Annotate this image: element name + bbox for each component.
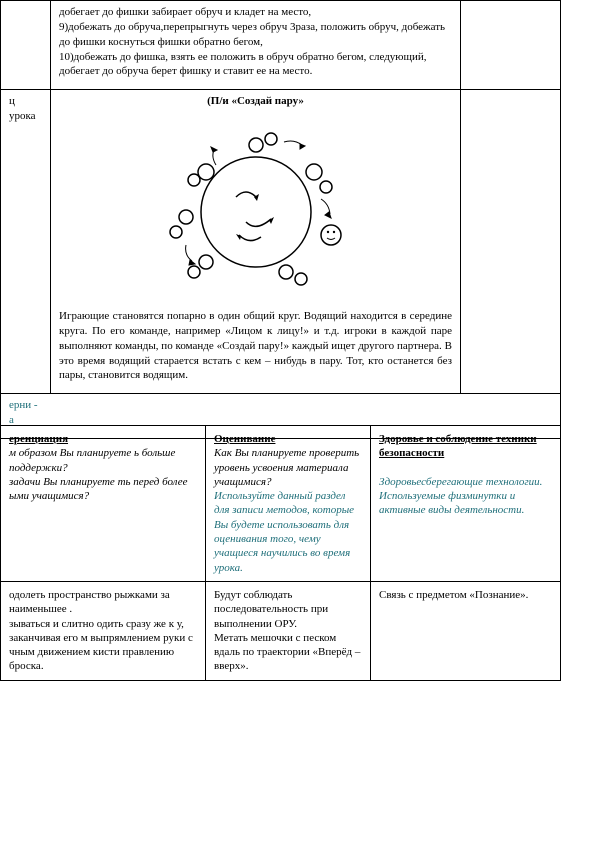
table-row: одолеть пространство рыжками за наименьш… (1, 581, 561, 680)
diff-q1: м образом Вы планируете ь больше поддерж… (9, 447, 175, 473)
game-diagram (146, 117, 366, 297)
health-hint: Здоровьесберегающие технологии. Использу… (379, 476, 542, 517)
assess-hint: Используйте данный раздел для записи мет… (214, 490, 354, 573)
table-row: добегает до фишки забирает обруч и кладе… (1, 1, 561, 90)
row-label: ц урока (1, 90, 51, 394)
cell-text: добегает до фишки забирает обруч и кладе… (51, 1, 461, 90)
cell-empty (1, 1, 51, 90)
health-header-cell: Здоровье и соблюдение техники безопаснос… (371, 426, 561, 582)
assess-body: Будут соблюдать последовательность при в… (206, 581, 371, 680)
lower-table: еренциация м образом Вы планируете ь бол… (0, 425, 561, 681)
game-description: Играющие становятся попарно в один общий… (59, 309, 452, 383)
diff-header-cell: еренциация м образом Вы планируете ь бол… (1, 426, 206, 582)
assess-title: Оценивание (214, 433, 275, 445)
diff-title: еренциация (9, 433, 68, 445)
assess-header-cell: Оценивание Как Вы планируете проверить у… (206, 426, 371, 582)
cell-empty (461, 90, 561, 394)
game-cell: (П/и «Создай пару» (51, 90, 461, 394)
table-row: ц урока (П/и «Создай пару» (1, 90, 561, 394)
diff-q2: задачи Вы планируете ть перед более ыми … (9, 476, 188, 502)
cell-empty (461, 1, 561, 90)
health-title: Здоровье и соблюдение техники безопаснос… (379, 433, 537, 459)
diff-body: одолеть пространство рыжками за наименьш… (1, 581, 206, 680)
game-title: (П/и «Создай пару» (59, 94, 452, 109)
health-body: Связь с предметом «Познание». (371, 581, 561, 680)
upper-table: добегает до фишки забирает обруч и кладе… (0, 0, 561, 439)
table-row: еренциация м образом Вы планируете ь бол… (1, 426, 561, 582)
assess-q: Как Вы планируете проверить уровень усво… (214, 447, 359, 488)
